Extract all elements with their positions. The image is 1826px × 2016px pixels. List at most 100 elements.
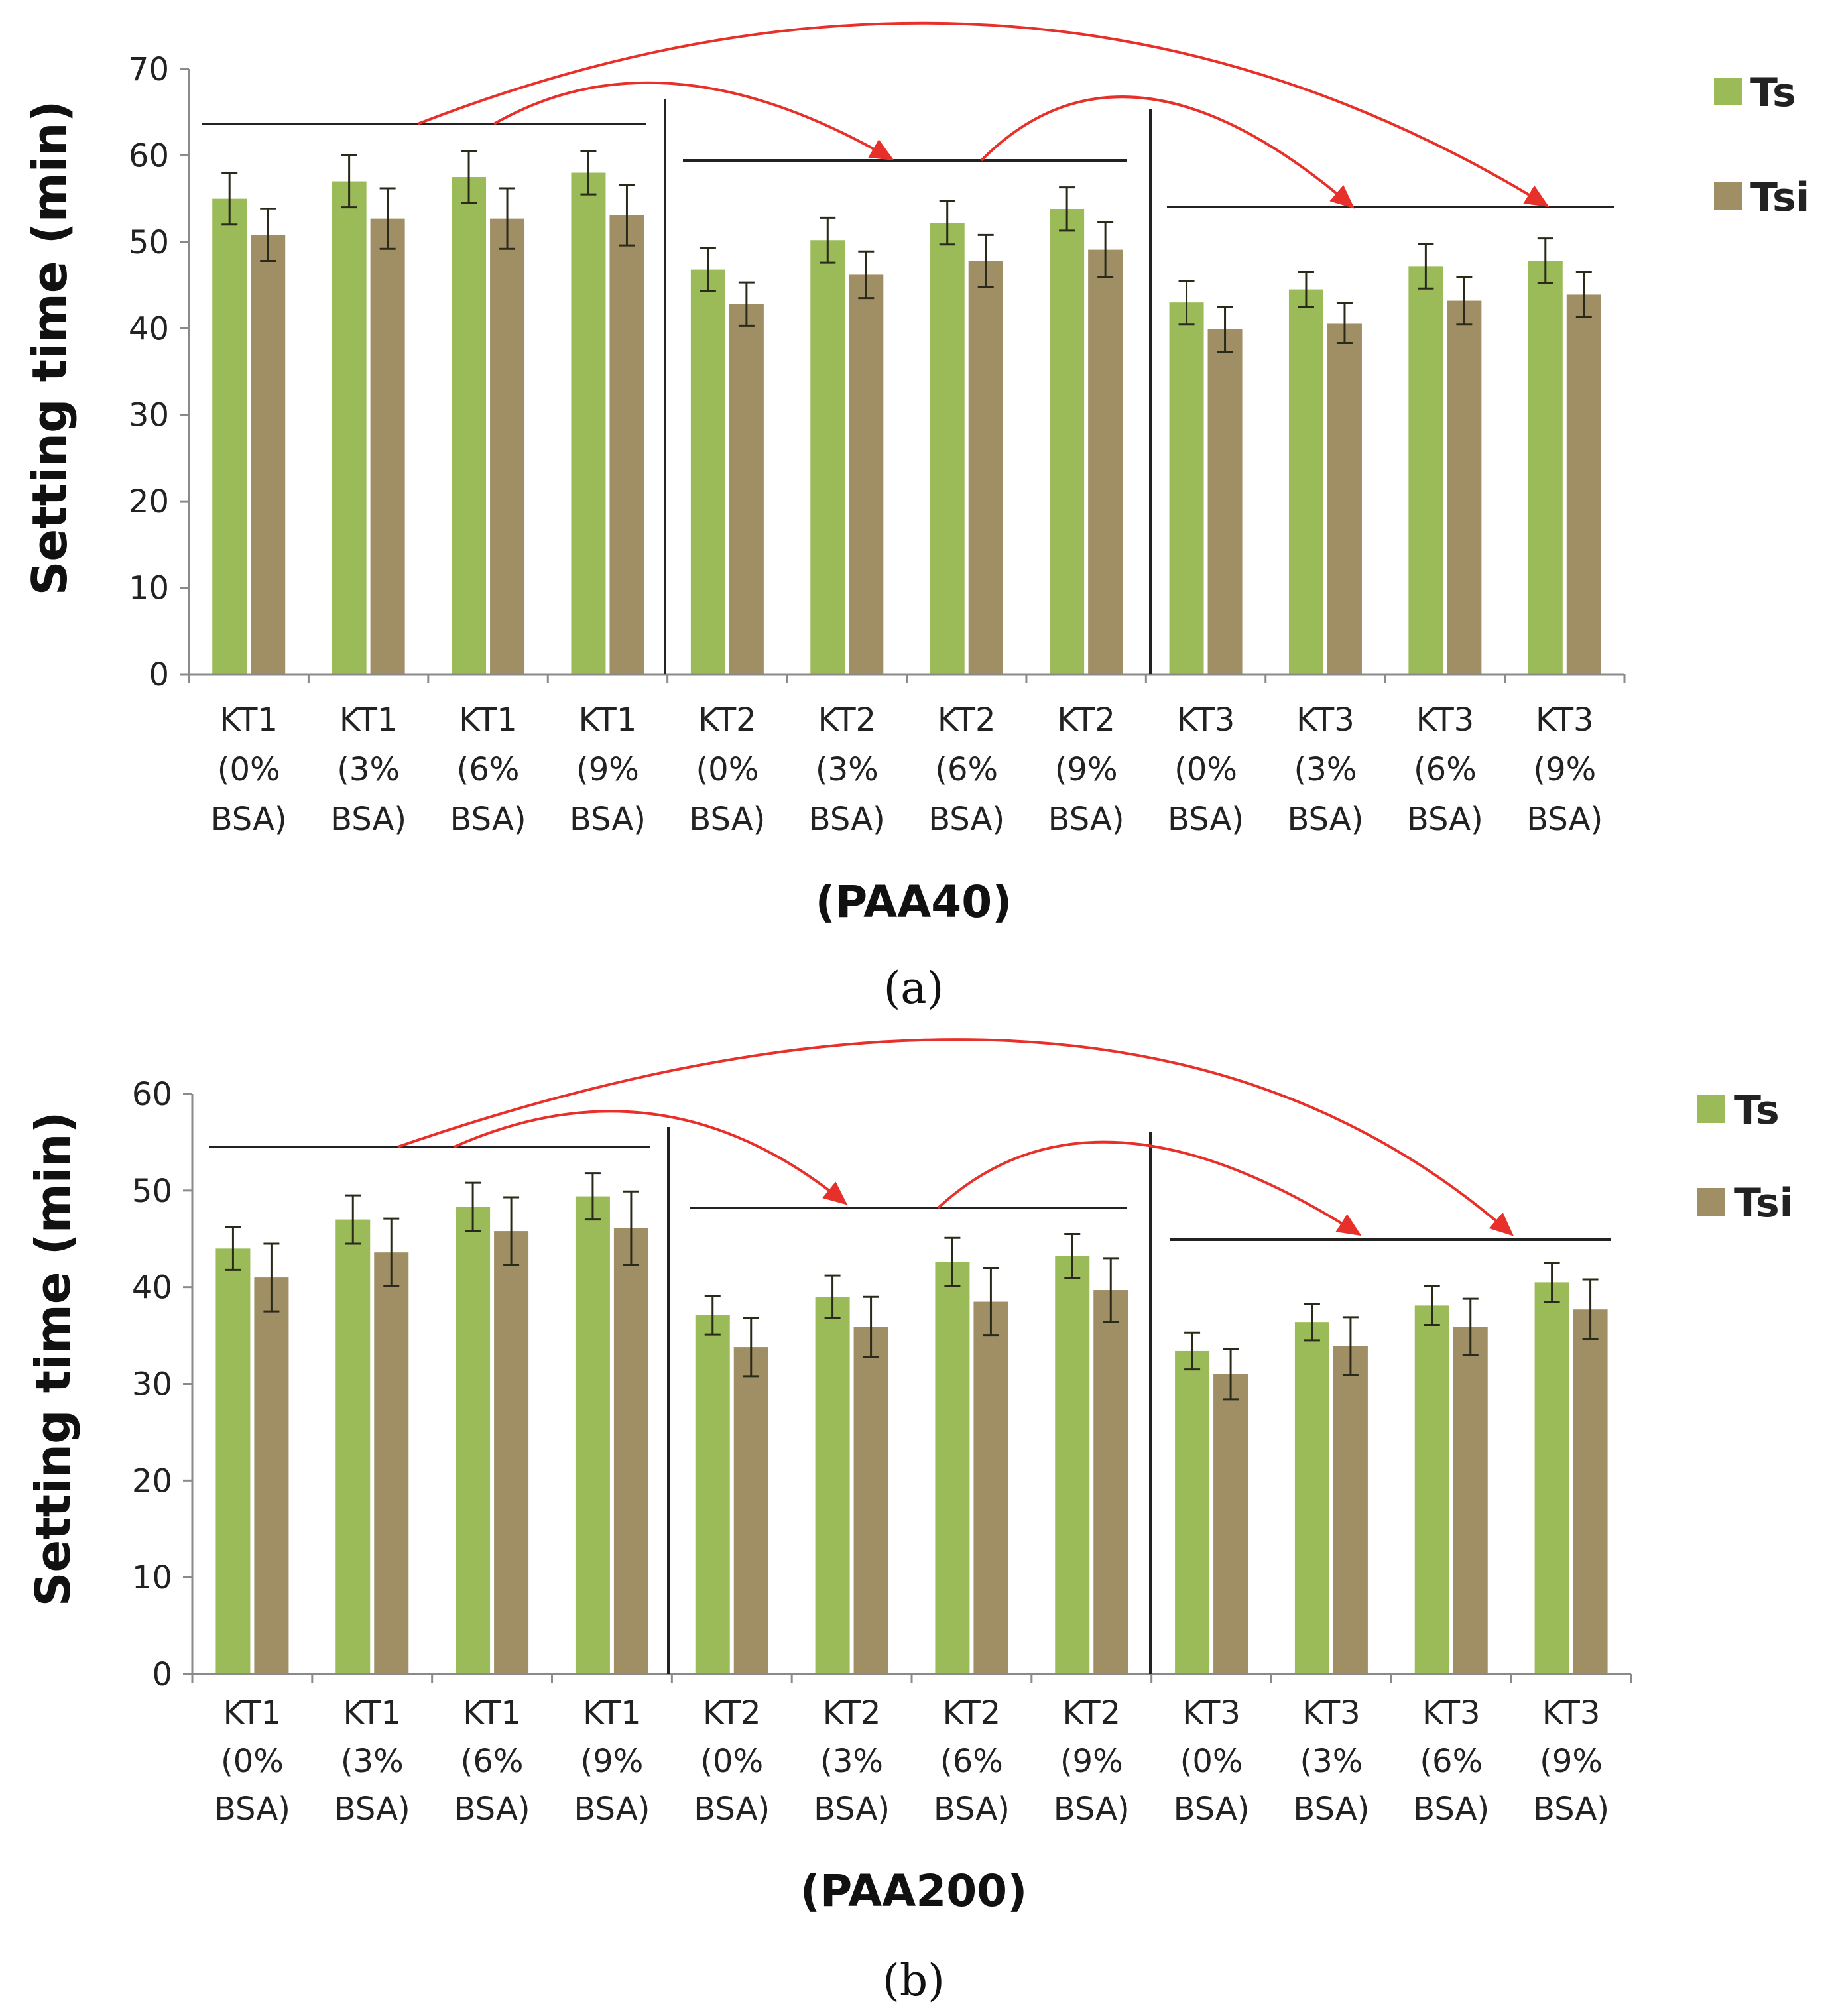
bar-tsi xyxy=(1327,323,1362,675)
bar-tsi xyxy=(1213,1374,1248,1674)
x-category-label: (3% xyxy=(337,751,400,788)
error-bar-tsi xyxy=(1103,1257,1119,1323)
error-bar-tsi xyxy=(1582,1278,1599,1340)
comparison-arrow xyxy=(454,1110,848,1205)
error-bar-ts xyxy=(1304,1302,1320,1342)
bar-ts xyxy=(935,1262,970,1674)
y-tick-label: 40 xyxy=(132,1270,172,1307)
error-bar-ts xyxy=(820,216,836,264)
legend-label-ts: Ts xyxy=(1734,1087,1780,1134)
error-bar-ts xyxy=(1544,1262,1560,1303)
x-category-label: BSA) xyxy=(454,1791,530,1828)
x-category-label: (6% xyxy=(461,1743,524,1780)
panel-a-chart: Setting time (min) (PAA40) (a) Ts Tsi 0 1… xyxy=(22,21,1809,1014)
error-bar-tsi xyxy=(1223,1348,1239,1401)
error-bar-ts xyxy=(1537,237,1553,284)
error-bar-tsi xyxy=(743,1317,759,1378)
x-category-labels: KT1 (0% BSA) KT1 (3% BSA) KT1 (6% BSA) KT1 (9% BSA)… xyxy=(211,701,1603,838)
legend-swatch-ts xyxy=(1714,78,1742,105)
bar-tsi xyxy=(849,274,884,674)
error-bar-ts xyxy=(584,1172,601,1221)
x-category-label: (9% xyxy=(1533,751,1596,788)
bar-tsi xyxy=(254,1277,289,1674)
x-category-label: KT3 xyxy=(1182,1694,1241,1732)
bar-tsi xyxy=(968,261,1003,675)
bar-ts xyxy=(212,198,247,675)
x-category-label: KT1 xyxy=(219,701,278,739)
bar-tsi xyxy=(1333,1346,1368,1674)
bar-tsi xyxy=(370,218,405,674)
x-category-label: KT2 xyxy=(823,1694,881,1732)
x-category-label: KT3 xyxy=(1536,701,1594,739)
x-category-label: (9% xyxy=(1540,1743,1603,1780)
bar-tsi xyxy=(733,1347,768,1674)
bar-ts xyxy=(695,1315,730,1674)
error-bar-tsi xyxy=(503,1196,520,1266)
x-category-label: KT1 xyxy=(223,1694,282,1732)
x-category-label: BSA) xyxy=(1054,1791,1130,1828)
bar-ts xyxy=(1050,209,1085,674)
legend-label-tsi: Tsi xyxy=(1750,174,1809,221)
y-axis-title: Setting time (min) xyxy=(22,101,78,596)
x-category-label: BSA) xyxy=(928,801,1004,838)
bar-tsi xyxy=(494,1231,529,1674)
y-tick-label: 0 xyxy=(149,656,169,693)
x-category-label: BSA) xyxy=(1174,1791,1250,1828)
x-category-label: BSA) xyxy=(814,1791,890,1828)
x-category-label: (0% xyxy=(1174,751,1237,788)
bar-tsi xyxy=(729,304,764,674)
x-category-label: (0% xyxy=(1180,1743,1243,1780)
x-category-label: BSA) xyxy=(334,1791,410,1828)
comparison-arrow xyxy=(980,95,1355,209)
error-bar-tsi xyxy=(499,187,516,250)
legend: Ts Tsi xyxy=(1697,1087,1793,1226)
x-category-label: BSA) xyxy=(570,801,646,838)
y-tick-label: 60 xyxy=(132,1076,172,1113)
bar-ts xyxy=(1055,1256,1090,1674)
x-category-label: BSA) xyxy=(934,1791,1010,1828)
panel-caption: (b) xyxy=(883,1955,945,2006)
panel-caption: (a) xyxy=(884,963,944,1014)
x-category-label: (9% xyxy=(576,751,639,788)
x-category-label: BSA) xyxy=(1526,801,1603,838)
x-category-label: (0% xyxy=(221,1743,284,1780)
x-category-label: KT3 xyxy=(1542,1694,1601,1732)
x-category-label: BSA) xyxy=(330,801,406,838)
bar-ts xyxy=(815,1297,850,1674)
legend-swatch-tsi xyxy=(1714,182,1742,210)
x-category-label: BSA) xyxy=(214,1791,290,1828)
y-tick-label: 20 xyxy=(132,1462,172,1500)
bar-ts xyxy=(930,223,965,675)
error-bar-tsi xyxy=(1342,1316,1359,1376)
error-bar-ts xyxy=(944,1236,961,1287)
x-category-label: BSA) xyxy=(1533,1791,1609,1828)
bar-tsi xyxy=(1573,1309,1608,1674)
error-bar-ts xyxy=(1059,186,1075,232)
y-ticks: 0 10 20 30 40 50 60 70 xyxy=(129,51,189,693)
error-bar-tsi xyxy=(383,1217,400,1287)
bar-tsi xyxy=(1093,1290,1128,1674)
bar-ts xyxy=(1175,1350,1210,1674)
x-category-label: KT3 xyxy=(1302,1694,1361,1732)
y-tick-label: 20 xyxy=(129,483,169,520)
y-axis-title: Setting time (min) xyxy=(25,1112,81,1607)
x-category-label: KT1 xyxy=(463,1694,521,1732)
error-bar-tsi xyxy=(1575,271,1592,318)
x-category-label: BSA) xyxy=(1293,1791,1369,1828)
comparison-arrow xyxy=(493,81,894,161)
x-category-label: (6% xyxy=(940,1743,1003,1780)
error-bar-tsi xyxy=(619,184,635,247)
comparison-arrow xyxy=(937,1140,1362,1236)
error-bar-tsi xyxy=(863,1295,879,1358)
bar-tsi xyxy=(1088,249,1123,674)
bar-ts xyxy=(575,1196,610,1674)
x-category-label: KT2 xyxy=(1062,1694,1121,1732)
error-bars xyxy=(225,1172,1599,1401)
error-bar-ts xyxy=(1418,242,1434,290)
x-category-label: BSA) xyxy=(1407,801,1483,838)
x-category-label: (6% xyxy=(457,751,520,788)
x-category-label: (6% xyxy=(1420,1743,1483,1780)
error-bar-tsi xyxy=(1456,276,1473,326)
x-category-label: BSA) xyxy=(211,801,287,838)
comparison-arrow xyxy=(397,1038,1514,1236)
